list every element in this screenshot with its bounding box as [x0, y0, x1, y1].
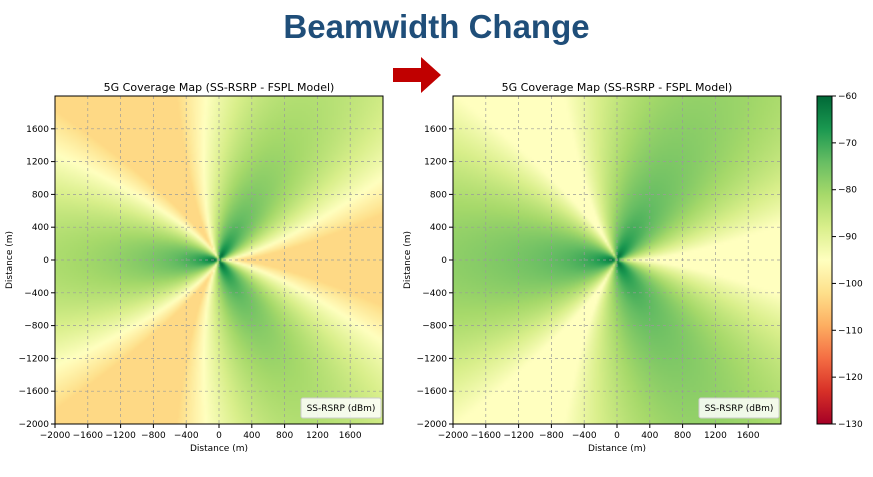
x-tick-label: 1200 — [306, 431, 329, 441]
grid-lines — [453, 96, 781, 424]
y-tick-label: −400 — [24, 289, 49, 299]
x-tick-label: 1600 — [737, 431, 760, 441]
colorbar: −60 −70 −80 −90 −100 −110 −120 −130 — [816, 92, 863, 430]
y-axis-label: Distance (m) — [403, 231, 413, 289]
y-tick-label: −400 — [422, 289, 447, 299]
legend-box: SS-RSRP (dBm) — [698, 397, 780, 419]
y-tick-label: −2000 — [19, 420, 50, 430]
x-axis-label: Distance (m) — [588, 444, 646, 454]
chart-title: 5G Coverage Map (SS-RSRP - FSPL Model) — [502, 81, 733, 94]
x-axis-label: Distance (m) — [190, 444, 248, 454]
x-tick-label: 800 — [276, 431, 293, 441]
grid-lines — [55, 96, 383, 424]
colorbar-tick-label: −90 — [838, 233, 857, 243]
y-tick-label: −1600 — [417, 387, 448, 397]
y-tick-label: 1200 — [26, 158, 49, 168]
x-tick-label: 1600 — [339, 431, 362, 441]
headline: Beamwidth Change — [283, 8, 590, 45]
x-tick-label: 0 — [216, 431, 222, 441]
y-tick-label: 400 — [32, 223, 49, 233]
y-tick-label: 800 — [32, 190, 49, 200]
coverage-map-right: 5G Coverage Map (SS-RSRP - FSPL Model) −… — [403, 81, 782, 454]
y-axis-ticks: 1600 1200 800 400 0 −400 −800 −1200 −1600 −2000 — [417, 125, 453, 430]
y-tick-label: 1600 — [26, 125, 49, 135]
y-tick-label: −800 — [24, 322, 49, 332]
y-tick-label: −800 — [422, 322, 447, 332]
y-axis-ticks: 1600 1200 800 400 0 −400 −800 −1200 −1600 −2000 — [19, 125, 55, 430]
y-tick-label: 0 — [441, 256, 447, 266]
x-tick-label: −400 — [572, 431, 597, 441]
chart-title: 5G Coverage Map (SS-RSRP - FSPL Model) — [104, 81, 335, 94]
y-tick-label: −1200 — [417, 354, 448, 364]
colorbar-tick-label: −70 — [838, 139, 857, 149]
x-tick-label: −1200 — [105, 431, 136, 441]
colorbar-tick-label: −80 — [838, 186, 857, 196]
x-tick-label: −800 — [141, 431, 166, 441]
y-tick-label: 0 — [43, 256, 49, 266]
colorbar-tick-label: −60 — [838, 92, 857, 102]
legend-label: SS-RSRP (dBm) — [705, 404, 774, 414]
x-tick-label: −800 — [539, 431, 564, 441]
x-axis-ticks: −2000 −1600 −1200 −800 −400 0 400 800 1200 1600 — [40, 424, 362, 441]
right-arrow-icon — [393, 57, 441, 93]
y-tick-label: 400 — [430, 223, 447, 233]
colorbar-tick-label: −100 — [838, 279, 863, 289]
y-tick-label: 1600 — [424, 125, 447, 135]
x-tick-label: −400 — [174, 431, 199, 441]
x-tick-label: 0 — [614, 431, 620, 441]
y-tick-label: −1600 — [19, 387, 50, 397]
x-tick-label: −2000 — [438, 431, 469, 441]
colorbar-tick-label: −120 — [838, 373, 863, 383]
x-tick-label: −1600 — [73, 431, 104, 441]
y-tick-label: −1200 — [19, 354, 50, 364]
x-tick-label: −2000 — [40, 431, 71, 441]
legend-box: SS-RSRP (dBm) — [300, 397, 382, 419]
y-tick-label: −2000 — [417, 420, 448, 430]
colorbar-tick-label: −130 — [838, 420, 863, 430]
x-axis-ticks: −2000 −1600 −1200 −800 −400 0 400 800 1200 1600 — [438, 424, 760, 441]
y-axis-label: Distance (m) — [5, 231, 15, 289]
colorbar-ticks: −60 −70 −80 −90 −100 −110 −120 −130 — [832, 92, 863, 430]
x-tick-label: −1200 — [503, 431, 534, 441]
coverage-map-left: 5G Coverage Map (SS-RSRP - FSPL Model) −… — [5, 81, 384, 454]
x-tick-label: −1600 — [471, 431, 502, 441]
legend-label: SS-RSRP (dBm) — [307, 404, 376, 414]
x-tick-label: 400 — [243, 431, 260, 441]
x-tick-label: 800 — [674, 431, 691, 441]
x-tick-label: 1200 — [704, 431, 727, 441]
y-tick-label: 800 — [430, 190, 447, 200]
x-tick-label: 400 — [641, 431, 658, 441]
y-tick-label: 1200 — [424, 158, 447, 168]
colorbar-tick-label: −110 — [838, 326, 863, 336]
colorbar-gradient — [816, 95, 833, 425]
